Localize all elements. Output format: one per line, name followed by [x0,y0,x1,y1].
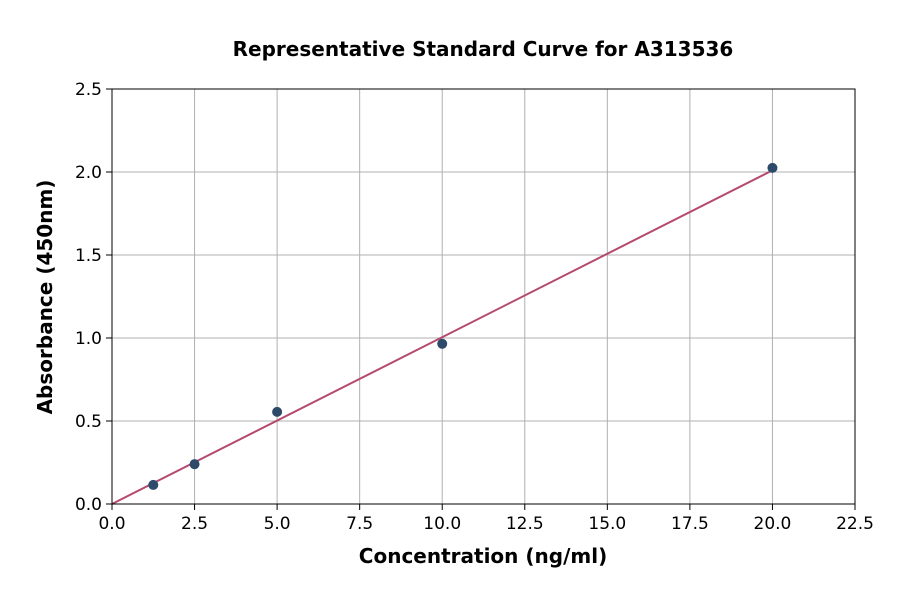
plot-area [111,162,778,505]
fit-line [111,169,773,505]
x-tick-label: 2.5 [181,514,208,534]
y-tick-label: 0.5 [75,412,102,432]
y-tick-label: 1.0 [75,329,102,349]
plot-frame [111,88,856,505]
x-axis-label: Concentration (ng/ml) [359,544,607,568]
x-tick-label: 17.5 [671,514,709,534]
x-tick-label: 12.5 [506,514,544,534]
y-tick-label: 1.5 [75,246,102,266]
x-axis-ticks: 0.0 2.5 5.0 7.5 10.0 12.5 15.0 17.5 20.0 22.5 [98,504,874,534]
y-tick-label: 2.5 [75,80,102,100]
y-axis-label: Absorbance (450nm) [33,180,57,415]
data-point [189,459,200,470]
x-tick-label: 20.0 [754,514,792,534]
x-tick-label: 22.5 [836,514,874,534]
data-point [767,162,778,173]
data-point [148,479,159,490]
x-tick-label: 15.0 [588,514,626,534]
x-tick-label: 5.0 [264,514,291,534]
data-point [437,338,448,349]
x-tick-label: 0.0 [98,514,125,534]
chart-title: Representative Standard Curve for A31353… [233,37,734,61]
grid [111,88,856,505]
x-tick-label: 10.0 [423,514,461,534]
x-tick-label: 7.5 [346,514,373,534]
y-tick-label: 0.0 [75,495,102,515]
y-axis-ticks: 0.0 0.5 1.0 1.5 2.0 2.5 [75,80,112,515]
data-point [272,406,283,417]
y-tick-label: 2.0 [75,163,102,183]
